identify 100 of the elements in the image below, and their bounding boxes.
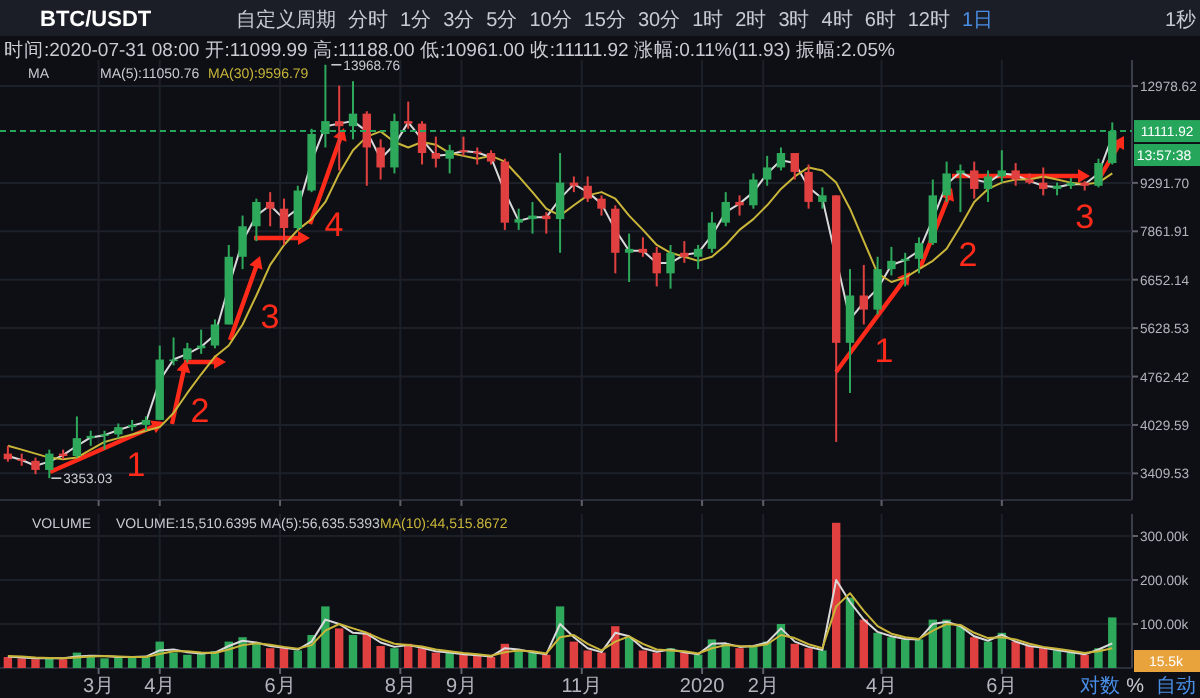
annotation: 1 [126,446,146,484]
text: 5分 [486,8,518,32]
candlestick [997,149,1007,184]
chart-title: BTC/USDT [40,8,152,32]
x-tick-label: 2020 [679,676,726,698]
text: 10分 [529,8,572,32]
bar [58,659,68,668]
bar [183,654,192,668]
bar [3,657,13,668]
candlestick [721,191,730,228]
bar [901,639,910,668]
bar [749,646,758,668]
bar [790,643,799,668]
text: 3分 [443,8,475,32]
bar [887,637,896,668]
bar [638,650,648,668]
candlestick [735,194,744,217]
text: 自定义周期 [236,8,336,32]
candlestick [183,341,192,364]
candlestick [611,204,620,275]
candlestick [514,207,523,231]
candlestick [252,197,261,243]
candlestick [638,236,648,258]
candlestick [666,243,675,290]
x-tick-label: 4月 [144,676,176,698]
annotation: 3 [260,298,280,336]
x-tick-label: 2月 [747,676,779,698]
candlestick [624,232,634,283]
candlestick [210,318,220,350]
candlestick [72,415,82,459]
candlestick [652,245,661,288]
bar [31,659,40,668]
annotation: 1 [874,332,894,370]
x-tick-label: 6月 [986,676,1018,698]
bar [321,606,330,668]
bar [279,648,289,668]
bar [1108,617,1117,668]
candlestick [1039,166,1048,197]
candlestick [1094,157,1103,189]
bar [348,635,358,668]
x-tick-label: 6月 [264,676,296,698]
bar [127,657,137,668]
candlestick [818,186,827,210]
bar [514,650,523,668]
candlestick [680,240,689,264]
text: 1日 [962,10,994,32]
bar [542,654,551,668]
candlestick [859,263,868,326]
bar [1052,650,1062,668]
text: 30分 [637,8,681,32]
candlestick [914,236,924,275]
x-tick-label: 8月 [384,676,416,698]
candlestick [956,163,965,214]
bar [293,650,302,668]
bar [818,650,827,668]
bar [196,653,206,668]
bar [17,658,26,668]
candlestick [265,191,275,228]
bar [486,657,496,668]
bar [376,646,385,668]
candlestick [445,143,454,175]
bar [583,650,592,668]
bar [390,648,399,668]
bar [942,619,951,668]
candlestick [404,100,413,130]
candlestick [873,255,882,316]
bar [569,641,579,668]
candlestick [583,175,592,203]
candlestick [45,448,54,480]
candlestick [597,194,606,217]
bar [983,641,993,668]
candlestick [693,243,703,271]
candlestick [928,178,938,246]
bar [459,654,468,668]
text: % [1126,676,1145,698]
line-series [6,579,1114,660]
text: 1秒 [1164,8,1196,32]
line-series [6,592,1114,660]
bar [873,632,882,668]
bar [597,652,606,668]
candlestick [901,251,910,288]
bar [169,652,178,668]
bar [252,643,261,668]
candlestick [804,163,813,210]
candlestick [790,152,799,181]
candlestick [970,160,979,200]
annotation: 4 [324,206,344,244]
bar [735,648,744,668]
text: 12时 [907,8,950,32]
bar [114,657,123,668]
text: 对数 [1080,674,1120,698]
candlestick [845,268,855,394]
text: 1时 [692,8,724,32]
bar [1066,652,1076,668]
bar [100,658,109,668]
candlestick [707,211,717,254]
text: 15分 [583,8,626,32]
candlestick [1011,162,1020,187]
bar [956,626,965,668]
annotation: 2 [190,392,210,430]
